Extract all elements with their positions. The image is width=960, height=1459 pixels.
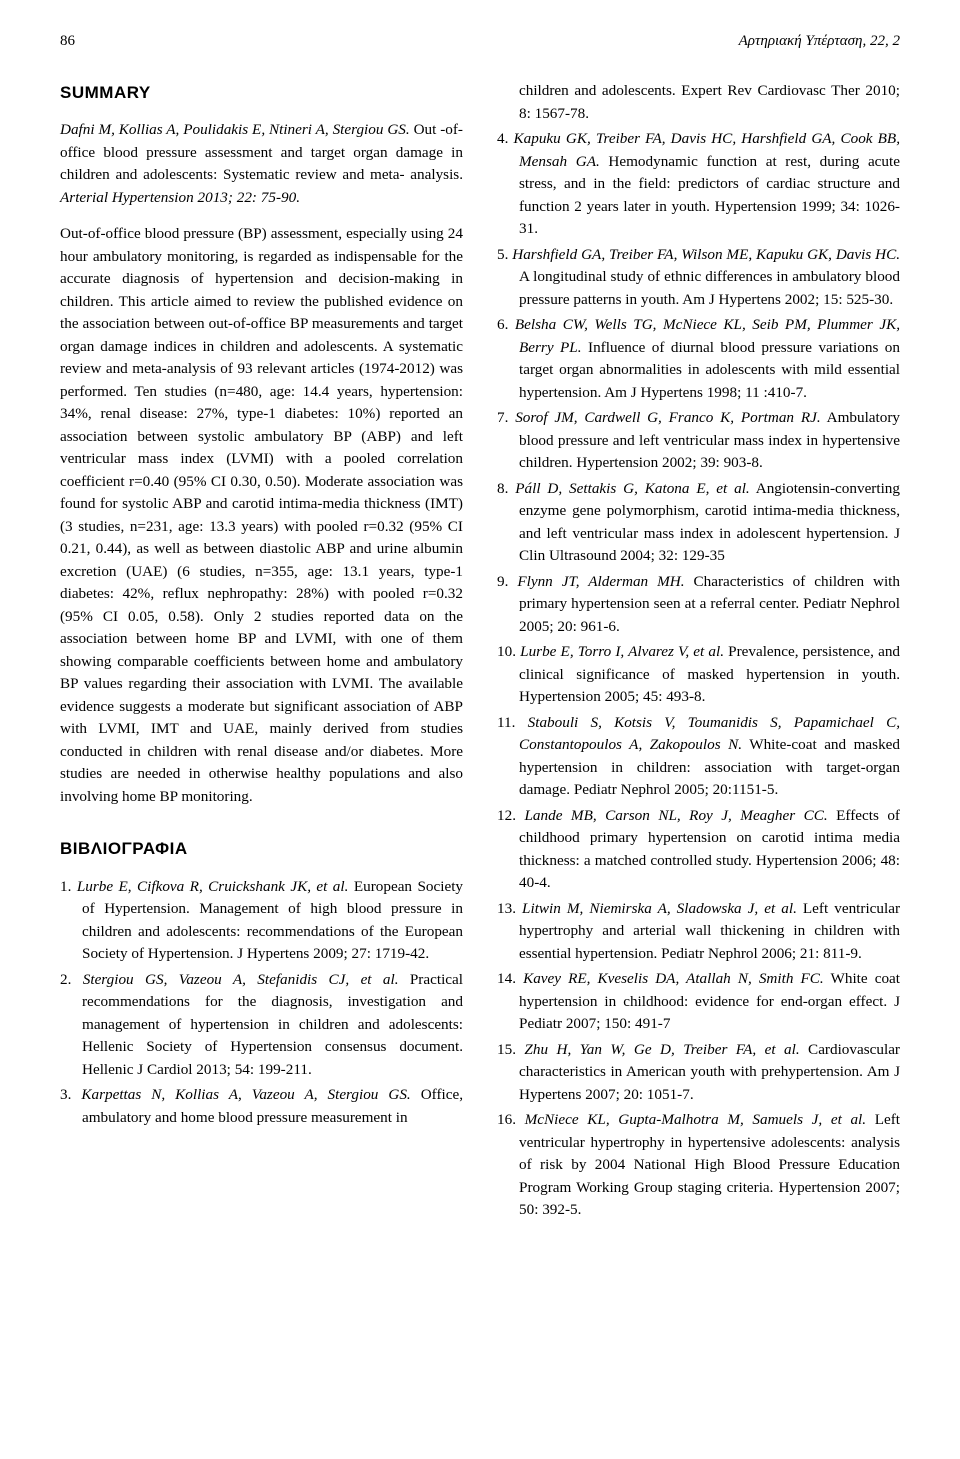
ref-authors: McNiece KL, Gupta-Malhotra M, Samuels J,…: [525, 1111, 866, 1128]
ref-authors: Páll D, Settakis G, Katona E, et al.: [515, 480, 749, 497]
reference-13: 13. Litwin M, Niemirska A, Sladowska J, …: [497, 898, 900, 966]
ref-authors: Flynn JT, Alderman MH.: [517, 573, 684, 590]
ref-authors: Harshfield GA, Treiber FA, Wilson ME, Ka…: [512, 246, 900, 263]
reference-5: 5. Harshfield GA, Treiber FA, Wilson ME,…: [497, 244, 900, 312]
reference-2: 2. Stergiou GS, Vazeou A, Stefanidis CJ,…: [60, 969, 463, 1082]
reference-3-cont: children and adolescents. Expert Rev Car…: [497, 80, 900, 125]
reference-8: 8. Páll D, Settakis G, Katona E, et al. …: [497, 478, 900, 568]
reference-15: 15. Zhu H, Yan W, Ge D, Treiber FA, et a…: [497, 1039, 900, 1107]
summary-citation: Dafni M, Kollias A, Poulidakis E, Ntiner…: [60, 119, 463, 209]
ref-text: children and adolescents. Expert Rev Car…: [519, 82, 900, 122]
journal-title: Αρτηριακή Υπέρταση, 22, 2: [739, 30, 900, 52]
reference-14: 14. Kavey RE, Kveselis DA, Atallah N, Sm…: [497, 968, 900, 1036]
reference-7: 7. Sorof JM, Cardwell G, Franco K, Portm…: [497, 407, 900, 475]
page-number: 86: [60, 30, 75, 52]
ref-authors: Lande MB, Carson NL, Roy J, Meagher CC.: [524, 807, 827, 824]
ref-authors: Karpettas N, Kollias A, Vazeou A, Stergi…: [81, 1086, 410, 1103]
left-column: SUMMARY Dafni M, Kollias A, Poulidakis E…: [60, 80, 463, 1225]
ref-authors: Sorof JM, Cardwell G, Franco K, Portman …: [515, 409, 820, 426]
reference-10: 10. Lurbe E, Torro I, Alvarez V, et al. …: [497, 641, 900, 709]
ref-authors: Zhu H, Yan W, Ge D, Treiber FA, et al.: [524, 1041, 799, 1058]
ref-authors: Litwin M, Niemirska A, Sladowska J, et a…: [522, 900, 797, 917]
ref-authors: Lurbe E, Torro I, Alvarez V, et al.: [520, 643, 724, 660]
reference-11: 11. Stabouli S, Kotsis V, Toumanidis S, …: [497, 712, 900, 802]
right-column: children and adolescents. Expert Rev Car…: [497, 80, 900, 1225]
reference-12: 12. Lande MB, Carson NL, Roy J, Meagher …: [497, 805, 900, 895]
two-column-layout: SUMMARY Dafni M, Kollias A, Poulidakis E…: [60, 80, 900, 1225]
summary-heading: SUMMARY: [60, 80, 463, 105]
ref-authors: Lurbe E, Cifkova R, Cruickshank JK, et a…: [77, 878, 349, 895]
reference-16: 16. McNiece KL, Gupta-Malhotra M, Samuel…: [497, 1109, 900, 1222]
reference-9: 9. Flynn JT, Alderman MH. Characteristic…: [497, 571, 900, 639]
reference-4: 4. Kapuku GK, Treiber FA, Davis HC, Hars…: [497, 128, 900, 241]
page-header: 86 Αρτηριακή Υπέρταση, 22, 2: [60, 30, 900, 52]
ref-authors: Kavey RE, Kveselis DA, Atallah N, Smith …: [523, 970, 824, 987]
reference-3-partial: 3. Karpettas N, Kollias A, Vazeou A, Ste…: [60, 1084, 463, 1129]
bibliography-heading: ΒΙΒΛΙOΓΡΑΦΙΑ: [60, 836, 463, 861]
summary-authors: Dafni M, Kollias A, Poulidakis E, Ntiner…: [60, 121, 410, 138]
reference-1: 1. Lurbe E, Cifkova R, Cruickshank JK, e…: [60, 876, 463, 966]
summary-journal: Arterial Hypertension 2013; 22: 75-90.: [60, 189, 300, 206]
ref-text: A longitudinal study of ethnic differenc…: [519, 268, 900, 308]
ref-authors: Stergiou GS, Vazeou A, Stefanidis CJ, et…: [83, 971, 399, 988]
reference-6: 6. Belsha CW, Wells TG, McNiece KL, Seib…: [497, 314, 900, 404]
summary-body: Out-of-office blood pressure (BP) assess…: [60, 223, 463, 808]
